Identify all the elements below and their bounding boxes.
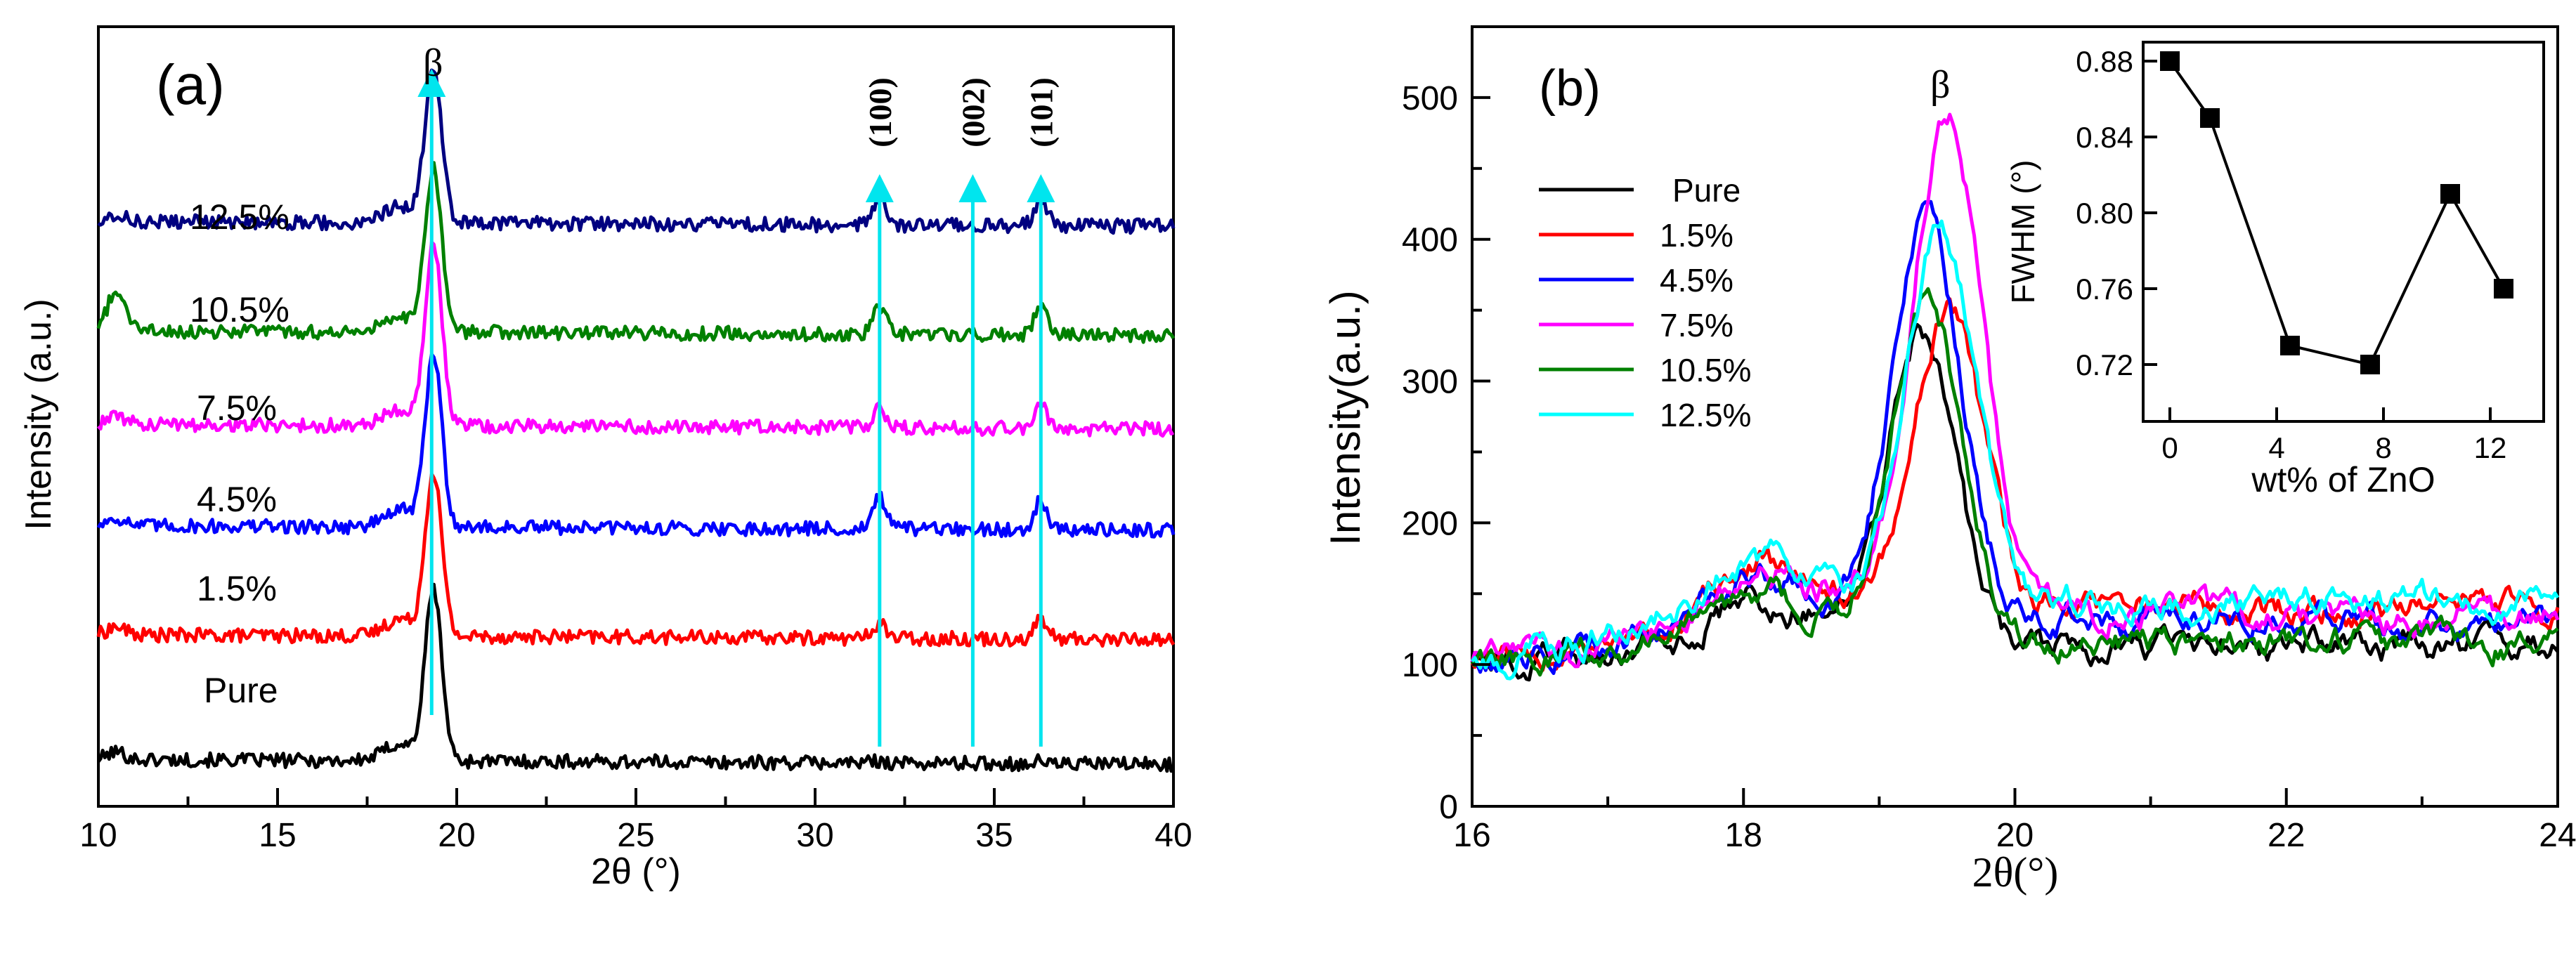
panel-a-traces [96,68,1176,773]
y-tick-label: 500 [1402,80,1458,117]
inset-x-tick-label: 0 [2161,431,2178,464]
legend-label: 12.5% [1660,397,1751,433]
panel-b-beta-label: β [1930,63,1951,107]
panel-a-series-labels: Pure 1.5% 4.5% 7.5% 10.5% 12.5% [190,197,290,710]
y-tick-label: 300 [1402,364,1458,401]
x-tick-label: 20 [1996,817,2034,854]
inset-y-tick-label: 0.76 [2076,273,2133,306]
fwhm-inset: 0.72 0.76 0.80 0.84 0.88 0 4 8 12 wt% of ZnO FWH… [2005,41,2545,499]
inset-xlabel: wt% of ZnO [2251,460,2435,499]
panel-a-x-axis: 10 15 20 25 30 35 40 [79,788,1192,854]
inset-ylabel: FWHM (°) [2005,160,2041,304]
x-tick-label: 20 [438,817,475,854]
x-tick-label: 40 [1154,817,1192,854]
series-label: 1.5% [197,569,277,608]
inset-point [2360,355,2380,374]
y-tick-label: 200 [1402,505,1458,542]
trace-pure [97,582,1174,773]
panel-b-traces [1470,112,2560,682]
panel-b-xlabel: 2θ(°) [1972,849,2059,896]
inset-x-tick-label: 4 [2268,431,2284,464]
x-tick-label: 10 [79,817,117,854]
panel-b-ylabel: Intensity(a.u.) [1322,290,1369,546]
x-tick-label: 18 [1725,817,1762,854]
inset-y-tick-label: 0.84 [2076,121,2133,154]
panel-a-xlabel: 2θ (°) [591,851,681,892]
trace-b-5 [1471,219,2560,681]
trace-7-5pct [97,240,1175,438]
panel-b-legend: Pure 1.5% 4.5% 7.5% 10.5% 12.5% [1539,172,1751,433]
inset-point [2160,51,2180,71]
peak-marker-label: (100) [862,77,898,147]
panel-a-peak-markers: β (100) (002) (101) [417,41,1059,747]
trace-4-5pct [96,352,1176,539]
trace-b-4 [1470,287,2559,677]
panel-b: 0 100 200 300 400 500 16 18 20 22 24 Pure 1.5% 4.5% 7… [1322,25,2576,896]
peak-marker-label: (101) [1023,77,1059,147]
panel-b-axes: 0 100 200 300 400 500 16 18 20 22 24 [1402,80,2576,854]
x-tick-label: 25 [617,817,654,854]
y-tick-label: 400 [1402,222,1458,259]
inset-y-tick-label: 0.80 [2076,197,2133,230]
inset-point [2494,279,2513,299]
panel-a-tag: (a) [156,53,225,116]
legend-label: 4.5% [1660,262,1733,299]
inset-x-tick-label: 12 [2474,431,2507,464]
series-label: 7.5% [197,388,277,428]
inset-point [2440,184,2460,204]
inset-point [2280,336,2300,355]
panel-b-tag: (b) [1539,60,1601,117]
inset-x-tick-label: 8 [2375,431,2391,464]
peak-marker-label: (002) [955,77,991,147]
trace-1-5pct [96,472,1176,648]
series-label: 4.5% [197,480,277,519]
legend-label: Pure [1672,172,1741,209]
series-label: 12.5% [190,197,290,237]
trace-10-5pct [96,161,1176,344]
x-tick-label: 24 [2539,817,2576,854]
series-label: Pure [204,671,278,710]
peak-marker-label: β [423,41,443,85]
inset-plot: 0.72 0.76 0.80 0.84 0.88 0 4 8 12 [2076,45,2513,464]
y-tick-label: 100 [1402,647,1458,684]
legend-label: 7.5% [1660,307,1733,343]
inset-point [2200,108,2220,128]
x-tick-label: 35 [975,817,1013,854]
x-tick-label: 16 [1453,817,1490,854]
trace-b-3 [1470,112,2560,669]
x-tick-label: 22 [2268,817,2305,854]
inset-y-tick-label: 0.72 [2076,348,2133,381]
panel-a-ylabel: Intensity (a.u.) [18,299,59,530]
inset-frame [2142,41,2545,423]
x-tick-label: 15 [259,817,296,854]
trace-12-5pct [97,68,1176,235]
inset-y-tick-label: 0.88 [2076,45,2133,78]
x-tick-label: 30 [796,817,833,854]
series-label: 10.5% [190,290,290,329]
y-tick-label: 0 [1439,789,1458,826]
legend-label: 10.5% [1660,352,1751,388]
legend-label: 1.5% [1660,217,1733,254]
panel-a: β (100) (002) (101) 10 15 20 25 30 35 40 Pure 1.5%… [18,25,1192,892]
